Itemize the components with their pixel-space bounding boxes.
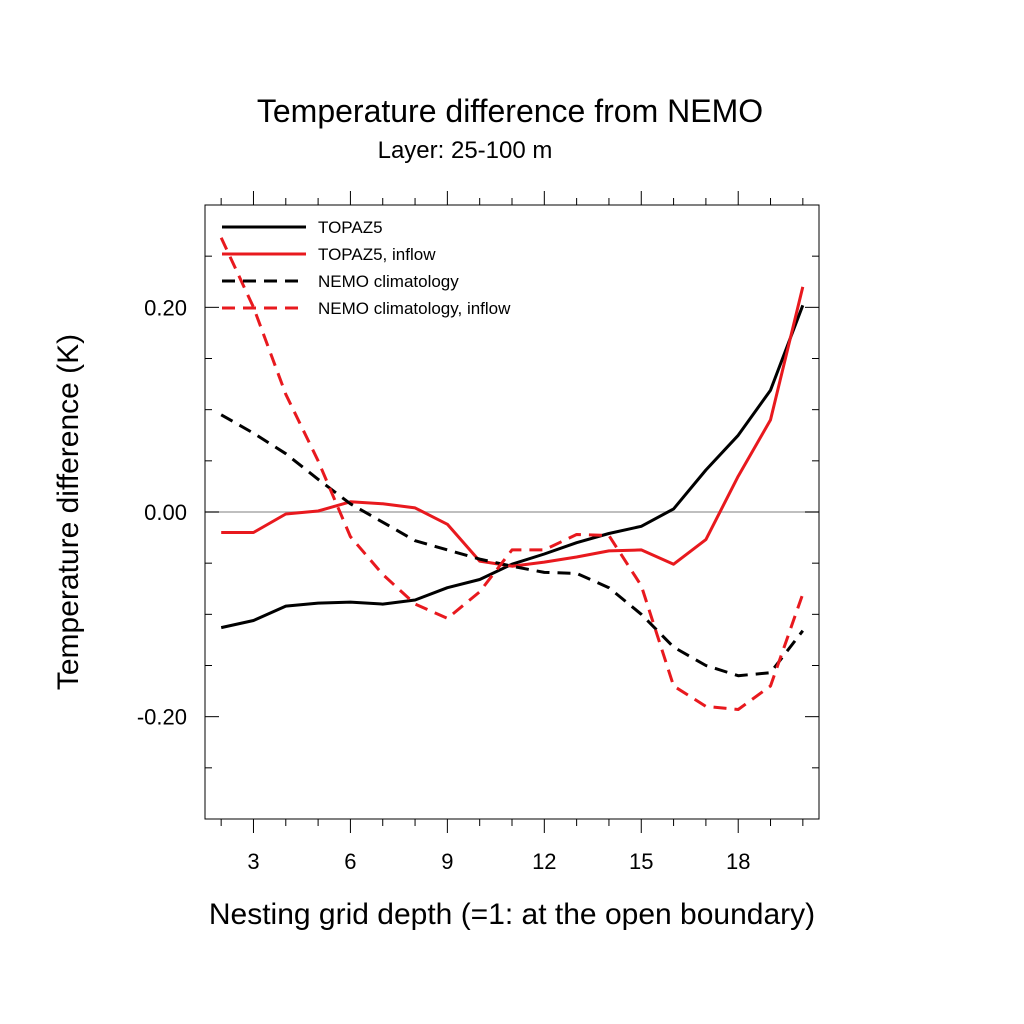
legend-label-3: NEMO climatology <box>318 272 459 291</box>
y-axis-label: Temperature difference (K) <box>52 334 85 690</box>
legend-label-2: TOPAZ5, inflow <box>318 245 436 264</box>
series-line-2 <box>221 286 805 568</box>
chart-title: Temperature difference from NEMO Layer: … <box>257 93 763 164</box>
x-tick-label: 12 <box>532 849 556 874</box>
series-line-3 <box>220 413 804 678</box>
x-tick-label: 18 <box>726 849 750 874</box>
y-tick-label: 0.20 <box>144 295 187 320</box>
plot-area <box>205 237 819 711</box>
x-tick-label: 6 <box>344 849 356 874</box>
series-line-4 <box>219 237 805 711</box>
legend-label-1: TOPAZ5 <box>318 218 383 237</box>
y-tick-label: 0.00 <box>144 500 187 525</box>
y-tick-label: -0.20 <box>137 705 187 730</box>
axes: 3 6 9 12 15 18 -0.20 0.00 0.20 <box>137 191 820 874</box>
x-axis-label: Nesting grid depth (=1: at the open boun… <box>209 898 815 931</box>
x-tick-label: 3 <box>247 849 259 874</box>
x-tick-label: 15 <box>629 849 653 874</box>
legend-label-4: NEMO climatology, inflow <box>318 299 511 318</box>
legend: TOPAZ5 TOPAZ5, inflow NEMO climatology NEMO… <box>222 218 511 318</box>
x-tick-label: 9 <box>441 849 453 874</box>
series-line-1 <box>220 304 805 630</box>
chart-subtitle-text: Layer: 25-100 m <box>378 137 553 164</box>
chart-title-text: Temperature difference from NEMO <box>257 93 763 129</box>
